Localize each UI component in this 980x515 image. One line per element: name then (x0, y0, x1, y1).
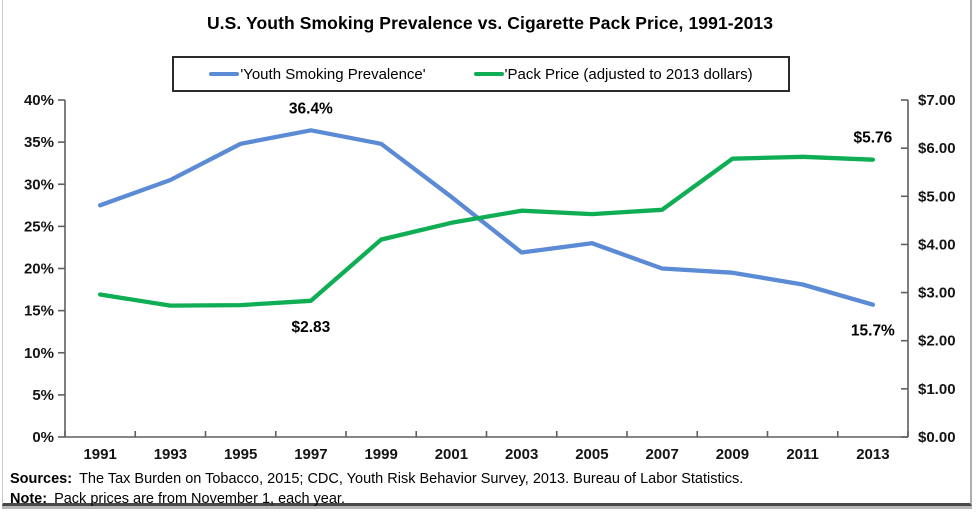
chart-legend: 'Youth Smoking Prevalence' 'Pack Price (… (172, 56, 790, 92)
data-label-annotation: $2.83 (291, 319, 330, 336)
y-axis-left-tick-label: 35% (24, 134, 54, 151)
sources-label: Sources: (10, 471, 73, 487)
y-axis-right-tick-label: $7.00 (918, 92, 956, 109)
footer-note-line: Note: Pack prices are from November 1, ea… (10, 491, 345, 507)
y-axis-left-tick-label: 25% (24, 218, 54, 235)
y-axis-left-tick-label: 20% (24, 261, 54, 278)
x-axis-year-label: 1993 (154, 446, 187, 463)
legend-line-swatch-green (473, 71, 504, 77)
x-axis-year-label: 2005 (575, 446, 608, 463)
x-axis-year-label: 1997 (294, 446, 327, 463)
data-label-annotation: $5.76 (853, 130, 892, 147)
x-axis-year-label: 2001 (435, 446, 468, 463)
chart-svg: 0% 5% 10% 15% 20% 25% 30% 35% 40% $0.00 $1.00 $2.00… (24, 92, 956, 463)
y-axis-right-tick-label: $1.00 (918, 381, 956, 398)
y-axis-right-tick-label: $2.00 (918, 333, 956, 350)
x-axis-year-label: 2013 (856, 446, 889, 463)
y-axis-right-tick-label: $5.00 (918, 188, 956, 205)
legend-label-pack-price: 'Pack Price (adjusted to 2013 dollars) (504, 65, 753, 83)
x-axis-year-label: 1995 (224, 446, 257, 463)
y-axis-left-tick-label: 30% (24, 176, 54, 193)
legend-label-prevalence: 'Youth Smoking Prevalence' (240, 65, 426, 83)
x-axis-year-label: 2003 (505, 446, 538, 463)
y-axis-right-tick-label: $6.00 (918, 140, 956, 157)
x-axis-year-label: 2007 (645, 446, 678, 463)
x-axis-year-label: 1991 (83, 446, 116, 463)
legend-item-pack-price: 'Pack Price (adjusted to 2013 dollars) (473, 65, 753, 83)
y-axis-right-tick-label: $4.00 (918, 236, 956, 253)
y-axis-left-tick-label: 0% (32, 429, 54, 446)
note-label: Note: (10, 491, 48, 507)
y-axis-left-tick-label: 10% (24, 345, 54, 362)
data-label-annotation: 15.7% (851, 323, 895, 340)
sources-text: The Tax Burden on Tobacco, 2015; CDC, Yo… (79, 471, 744, 487)
pack-price-line (97, 154, 876, 308)
y-axis-left-tick-label: 15% (24, 303, 54, 320)
data-label-annotation: 36.4% (289, 100, 333, 117)
prevalence-line (97, 128, 876, 307)
x-axis-year-label: 1999 (364, 446, 397, 463)
y-axis-right-tick-label: $0.00 (918, 429, 956, 446)
y-axis-left-tick-label: 40% (24, 92, 54, 109)
y-axis-left-tick-label: 5% (32, 387, 54, 404)
x-axis-year-label: 2009 (716, 446, 749, 463)
legend-line-swatch-blue (209, 71, 240, 77)
x-axis-year-label: 2011 (786, 446, 819, 463)
y-axis-right-tick-label: $3.00 (918, 285, 956, 302)
footer-sources-line: Sources: The Tax Burden on Tobacco, 2015;… (10, 471, 743, 487)
note-text: Pack prices are from November 1, each ye… (54, 491, 345, 507)
legend-item-prevalence: 'Youth Smoking Prevalence' (209, 65, 426, 83)
chart-title: U.S. Youth Smoking Prevalence vs. Cigare… (206, 13, 774, 33)
